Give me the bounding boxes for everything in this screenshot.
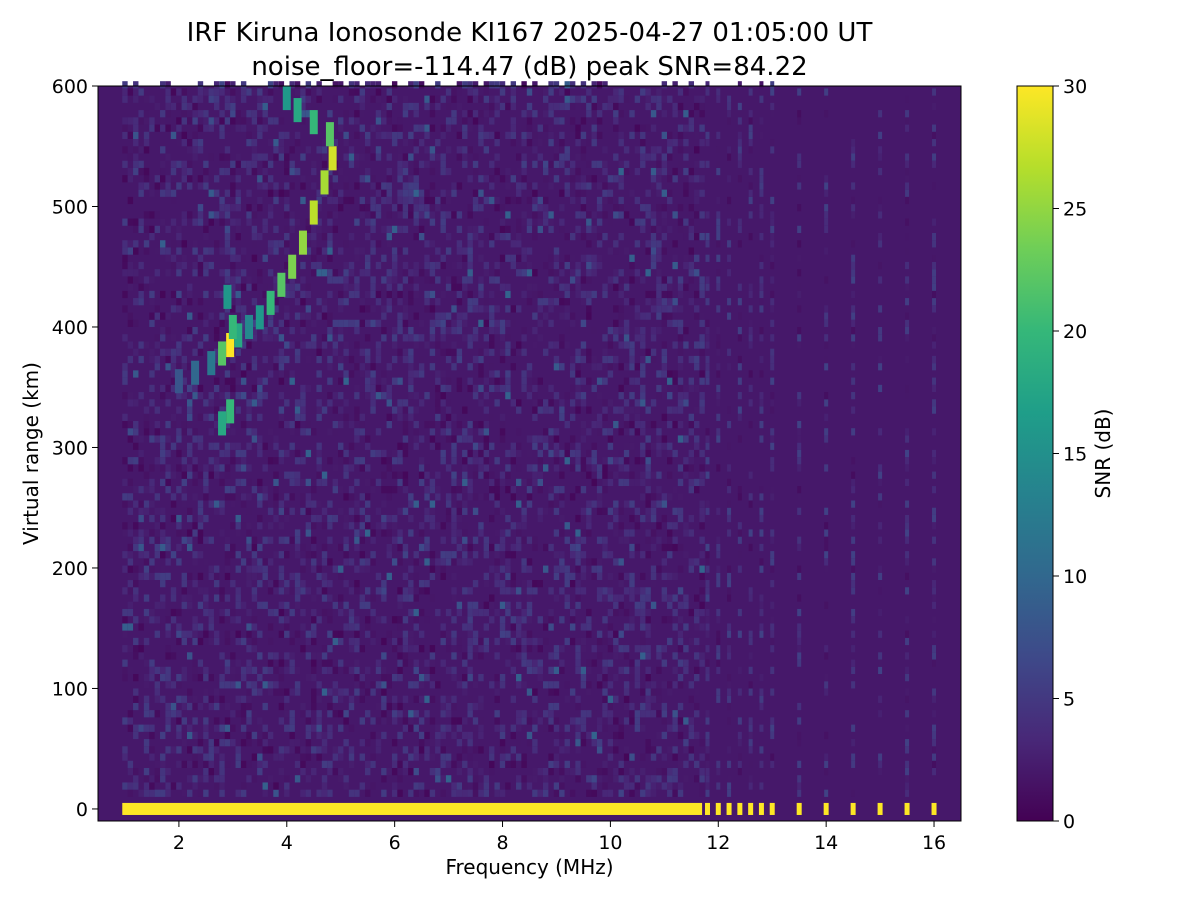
x-tick-label: 4 bbox=[281, 832, 293, 854]
colorbar-tick-label: 0 bbox=[1063, 811, 1075, 833]
discrete-frequency-column bbox=[704, 81, 710, 815]
heatmap-area bbox=[98, 81, 961, 821]
y-axis-label: Virtual range (km) bbox=[19, 362, 43, 545]
x-tick-label: 14 bbox=[814, 832, 838, 854]
colorbar-tick-label: 20 bbox=[1063, 321, 1087, 343]
chart-title-line2: noise_floor=-114.47 (dB) peak SNR=84.22 bbox=[251, 52, 808, 82]
trace-point bbox=[228, 314, 237, 340]
trace-point bbox=[218, 341, 227, 366]
x-tick-label: 8 bbox=[496, 832, 508, 854]
y-tick-label: 100 bbox=[52, 678, 88, 700]
discrete-frequency-column bbox=[823, 88, 829, 815]
colorbar-tick-label: 30 bbox=[1063, 76, 1087, 98]
discrete-frequency-column bbox=[850, 139, 856, 815]
y-tick-label: 400 bbox=[52, 317, 88, 339]
trace-point bbox=[207, 351, 216, 376]
discrete-frequency-column bbox=[748, 88, 754, 815]
trace-point bbox=[328, 146, 337, 171]
colorbar-tick-label: 25 bbox=[1063, 199, 1087, 221]
trace-point bbox=[298, 230, 307, 255]
noise-texture bbox=[122, 81, 705, 797]
discrete-frequency-column bbox=[769, 81, 775, 815]
trace-point bbox=[293, 98, 302, 123]
x-tick-label: 12 bbox=[706, 832, 730, 854]
plot-frame bbox=[97, 85, 962, 822]
echo-trace bbox=[218, 284, 237, 436]
trace-point bbox=[266, 290, 275, 315]
colorbar-tick-label: 10 bbox=[1063, 566, 1087, 588]
trace-point bbox=[320, 170, 329, 195]
trace-point bbox=[309, 200, 318, 225]
discrete-frequency-column bbox=[877, 110, 883, 815]
colorbar-tick-label: 15 bbox=[1063, 444, 1087, 466]
trace-point bbox=[223, 284, 232, 309]
colorbar-label: SNR (dB) bbox=[1091, 409, 1115, 499]
discrete-frequency-column bbox=[931, 88, 937, 815]
x-tick-label: 10 bbox=[598, 832, 622, 854]
chart-title-line1: IRF Kiruna Ionosonde KI167 2025-04-27 01… bbox=[186, 18, 873, 48]
trace-point bbox=[325, 122, 334, 147]
y-tick-label: 300 bbox=[52, 437, 88, 459]
trace-point bbox=[245, 314, 254, 340]
discrete-frequency-column bbox=[737, 81, 743, 815]
y-tick-label: 0 bbox=[76, 799, 88, 821]
trace-point bbox=[282, 86, 291, 111]
x-tick-label: 16 bbox=[922, 832, 946, 854]
trace-point bbox=[255, 305, 264, 330]
trace-point bbox=[234, 323, 243, 348]
discrete-frequency-column bbox=[715, 88, 721, 815]
x-tick-label: 6 bbox=[389, 832, 401, 854]
y-tick-label: 200 bbox=[52, 558, 88, 580]
x-tick-label: 2 bbox=[173, 832, 185, 854]
trace-point bbox=[288, 254, 297, 279]
y-tick-label: 500 bbox=[52, 196, 88, 218]
discrete-frequency-column bbox=[758, 81, 764, 815]
colorbar-tick-label: 5 bbox=[1063, 689, 1075, 711]
trace-point bbox=[191, 360, 200, 385]
x-axis-label: Frequency (MHz) bbox=[445, 855, 613, 879]
trace-point bbox=[174, 369, 183, 394]
echo-trace bbox=[174, 146, 337, 394]
discrete-frequency-column bbox=[904, 95, 910, 815]
y-tick-label: 600 bbox=[52, 76, 88, 98]
trace-point bbox=[309, 110, 318, 135]
ground-echo bbox=[122, 802, 703, 815]
colorbar: 0 5 10 15 20 25 30 SNR (dB) bbox=[1016, 76, 1115, 833]
discrete-frequency-column bbox=[796, 88, 802, 815]
axes: 2 4 6 8 10 12 14 16 0 100 200 300 400 500 600 Frequency… bbox=[19, 76, 962, 879]
trace-point bbox=[277, 272, 286, 297]
trace-point bbox=[218, 411, 227, 436]
colorbar-gradient bbox=[1016, 85, 1054, 822]
trace-point bbox=[226, 399, 235, 424]
echo-trace bbox=[282, 86, 334, 147]
trace-point bbox=[226, 333, 235, 358]
discrete-frequency-column bbox=[726, 95, 732, 815]
